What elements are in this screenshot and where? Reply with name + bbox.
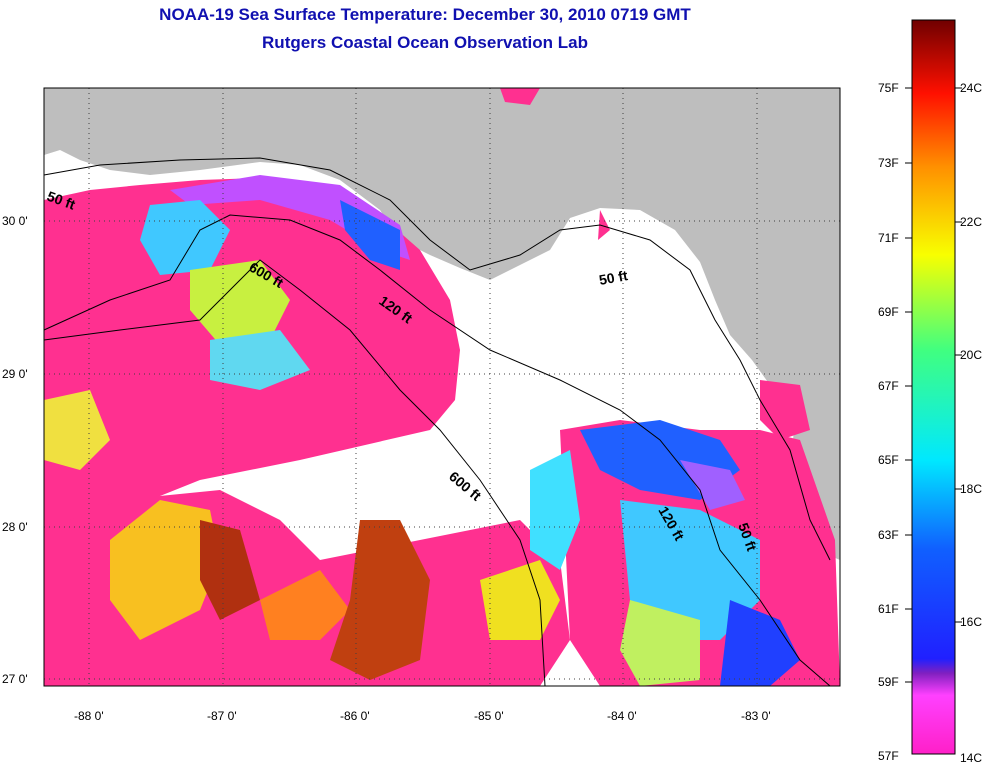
lon-tick-label: -86 0': [340, 709, 370, 723]
lon-axis: -88 0' -87 0' -86 0' -85 0' -84 0' -83 0…: [74, 709, 771, 723]
lon-tick-label: -84 0': [607, 709, 637, 723]
map-border: [43, 87, 841, 687]
land-mass: [44, 88, 840, 560]
sst-field: [44, 88, 840, 686]
map-title: NOAA-19 Sea Surface Temperature: Decembe…: [159, 5, 691, 24]
lat-tick-label: 30 0': [2, 214, 28, 228]
colorbar-f-labels: 75F 73F 71F 69F 67F 65F 63F 61F 59F 57F: [878, 81, 899, 763]
map-subtitle: Rutgers Coastal Ocean Observation Lab: [262, 33, 588, 52]
lon-tick-label: -88 0': [74, 709, 104, 723]
colorbar-f-label: 61F: [878, 602, 899, 616]
colorbar-f-label: 67F: [878, 379, 899, 393]
lat-tick-label: 28 0': [2, 520, 28, 534]
colorbar-c-label: 14C: [960, 751, 982, 765]
colorbar-ticks: [905, 87, 962, 683]
colorbar-f-label: 59F: [878, 675, 899, 689]
lon-tick-label: -83 0': [741, 709, 771, 723]
colorbar-f-label: 73F: [878, 156, 899, 170]
colorbar-f-label: 75F: [878, 81, 899, 95]
colorbar-f-label: 65F: [878, 453, 899, 467]
colorbar-f-label: 57F: [878, 749, 899, 763]
colorbar-c-label: 16C: [960, 615, 982, 629]
lat-axis: 30 0' 29 0' 28 0' 27 0': [2, 214, 28, 686]
colorbar-f-label: 69F: [878, 305, 899, 319]
depth-contours: [43, 157, 831, 687]
colorbar: [911, 19, 956, 755]
lon-tick-label: -85 0': [474, 709, 504, 723]
lon-tick-label: -87 0': [207, 709, 237, 723]
colorbar-c-label: 22C: [960, 215, 982, 229]
colorbar-c-label: 18C: [960, 482, 982, 496]
lat-tick-label: 29 0': [2, 367, 28, 381]
colorbar-c-label: 24C: [960, 81, 982, 95]
colorbar-c-label: 20C: [960, 348, 982, 362]
contour-label: 50 ft: [598, 267, 629, 288]
lat-tick-label: 27 0': [2, 672, 28, 686]
colorbar-c-labels: 24C 22C 20C 18C 16C 14C: [960, 81, 982, 765]
colorbar-f-label: 71F: [878, 231, 899, 245]
colorbar-f-label: 63F: [878, 528, 899, 542]
